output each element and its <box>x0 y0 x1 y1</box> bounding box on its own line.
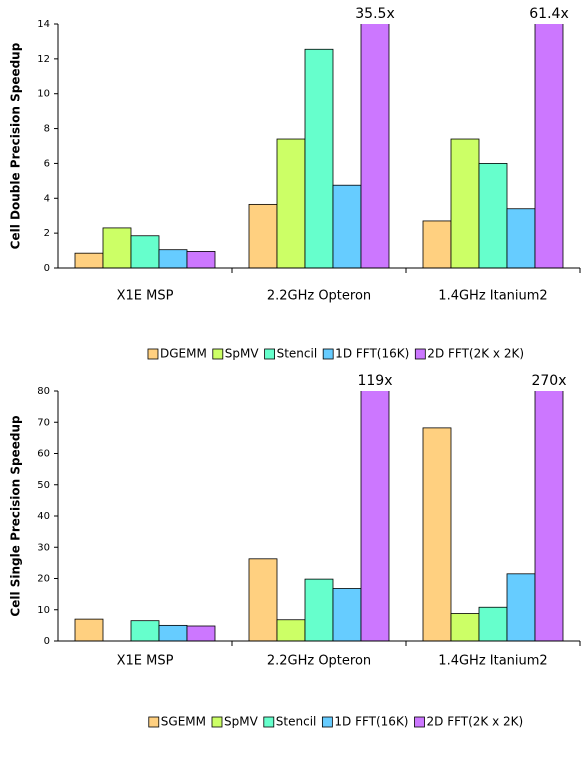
bar <box>360 391 390 641</box>
y-tick-label: 70 <box>37 417 50 428</box>
bar <box>102 227 132 268</box>
bar <box>534 391 564 641</box>
legend-swatch <box>414 716 425 728</box>
bar <box>332 184 362 268</box>
legend-swatch <box>148 716 160 728</box>
legend-label: 2D FFT(2K x 2K) <box>427 347 524 361</box>
bar <box>276 138 306 268</box>
x-tick-label: 2.2GHz Opteron <box>267 289 371 304</box>
bar <box>360 24 390 268</box>
legend: DGEMM SpMV Stencil 1D FFT(16K) 2D FFT(2K x 2… <box>147 347 524 361</box>
bar <box>158 624 188 641</box>
bar <box>130 620 160 641</box>
value-label: 119x <box>357 373 392 389</box>
bar <box>158 249 188 268</box>
legend-swatch <box>414 348 426 360</box>
bar <box>534 24 564 268</box>
x-tick-label: 1.4GHz Itanium2 <box>438 654 547 669</box>
bar <box>248 558 278 641</box>
bar <box>478 606 508 641</box>
bar <box>506 573 536 641</box>
y-tick-label: 2 <box>44 228 50 239</box>
value-label: 35.5x <box>355 6 394 22</box>
y-tick-label: 50 <box>37 480 50 491</box>
y-tick-label: 6 <box>44 158 50 169</box>
bar <box>332 588 362 641</box>
bar <box>478 163 508 268</box>
y-tick-label: 80 <box>37 386 50 397</box>
bar <box>304 48 334 268</box>
bar <box>422 220 452 268</box>
x-tick-label: X1E MSP <box>117 289 174 304</box>
legend-label: SpMV <box>225 347 260 361</box>
x-tick-label: 2.2GHz Opteron <box>267 654 371 669</box>
bar <box>248 203 278 268</box>
bars <box>74 24 564 268</box>
legend-label: SpMV <box>224 715 259 729</box>
y-tick-label: 60 <box>37 449 50 460</box>
y-tick-label: 0 <box>44 636 50 647</box>
legend-swatch <box>322 348 334 360</box>
bars <box>74 391 564 641</box>
y-tick-label: 10 <box>37 89 50 100</box>
bar <box>276 619 306 641</box>
legend-label: Stencil <box>277 347 318 361</box>
legend-swatch <box>211 716 223 728</box>
y-tick-label: 12 <box>37 54 50 65</box>
y-tick-label: 8 <box>44 124 50 135</box>
legend-label: 1D FFT(16K) <box>334 715 408 729</box>
y-tick-label: 14 <box>37 19 50 30</box>
bar <box>186 251 216 268</box>
y-axis-label: Cell Double Precision Speedup <box>9 42 23 249</box>
legend-swatch <box>264 348 276 360</box>
y-tick-label: 40 <box>37 511 50 522</box>
y-tick-label: 20 <box>37 574 50 585</box>
legend-swatch <box>147 348 159 360</box>
bar <box>304 578 334 641</box>
legend-label: 1D FFT(16K) <box>335 347 409 361</box>
legend-label: SGEMM <box>161 715 206 729</box>
legend-swatch <box>321 716 333 728</box>
legend: SGEMM SpMV Stencil 1D FFT(16K) 2D FFT(2K x 2… <box>148 715 524 729</box>
bar <box>74 252 104 268</box>
bar <box>74 618 104 641</box>
bar <box>450 138 480 268</box>
bar <box>450 613 480 641</box>
y-axis-label: Cell Single Precision Speedup <box>9 415 23 617</box>
y-tick-label: 4 <box>44 193 50 204</box>
legend-label: DGEMM <box>160 347 207 361</box>
x-tick-label: X1E MSP <box>117 654 174 669</box>
value-label: 61.4x <box>529 6 568 22</box>
legend-label: Stencil <box>276 715 317 729</box>
x-tick-label: 1.4GHz Itanium2 <box>438 289 547 304</box>
bar <box>506 208 536 268</box>
y-tick-label: 0 <box>44 263 50 274</box>
legend-swatch <box>263 716 275 728</box>
value-label: 270x <box>531 373 566 389</box>
legend-swatch <box>212 348 224 360</box>
bar <box>130 235 160 268</box>
y-tick-label: 30 <box>37 542 50 553</box>
bar <box>422 427 452 641</box>
legend-label: 2D FFT(2K x 2K) <box>427 715 524 729</box>
bar <box>186 625 216 641</box>
y-tick-label: 10 <box>37 605 50 616</box>
